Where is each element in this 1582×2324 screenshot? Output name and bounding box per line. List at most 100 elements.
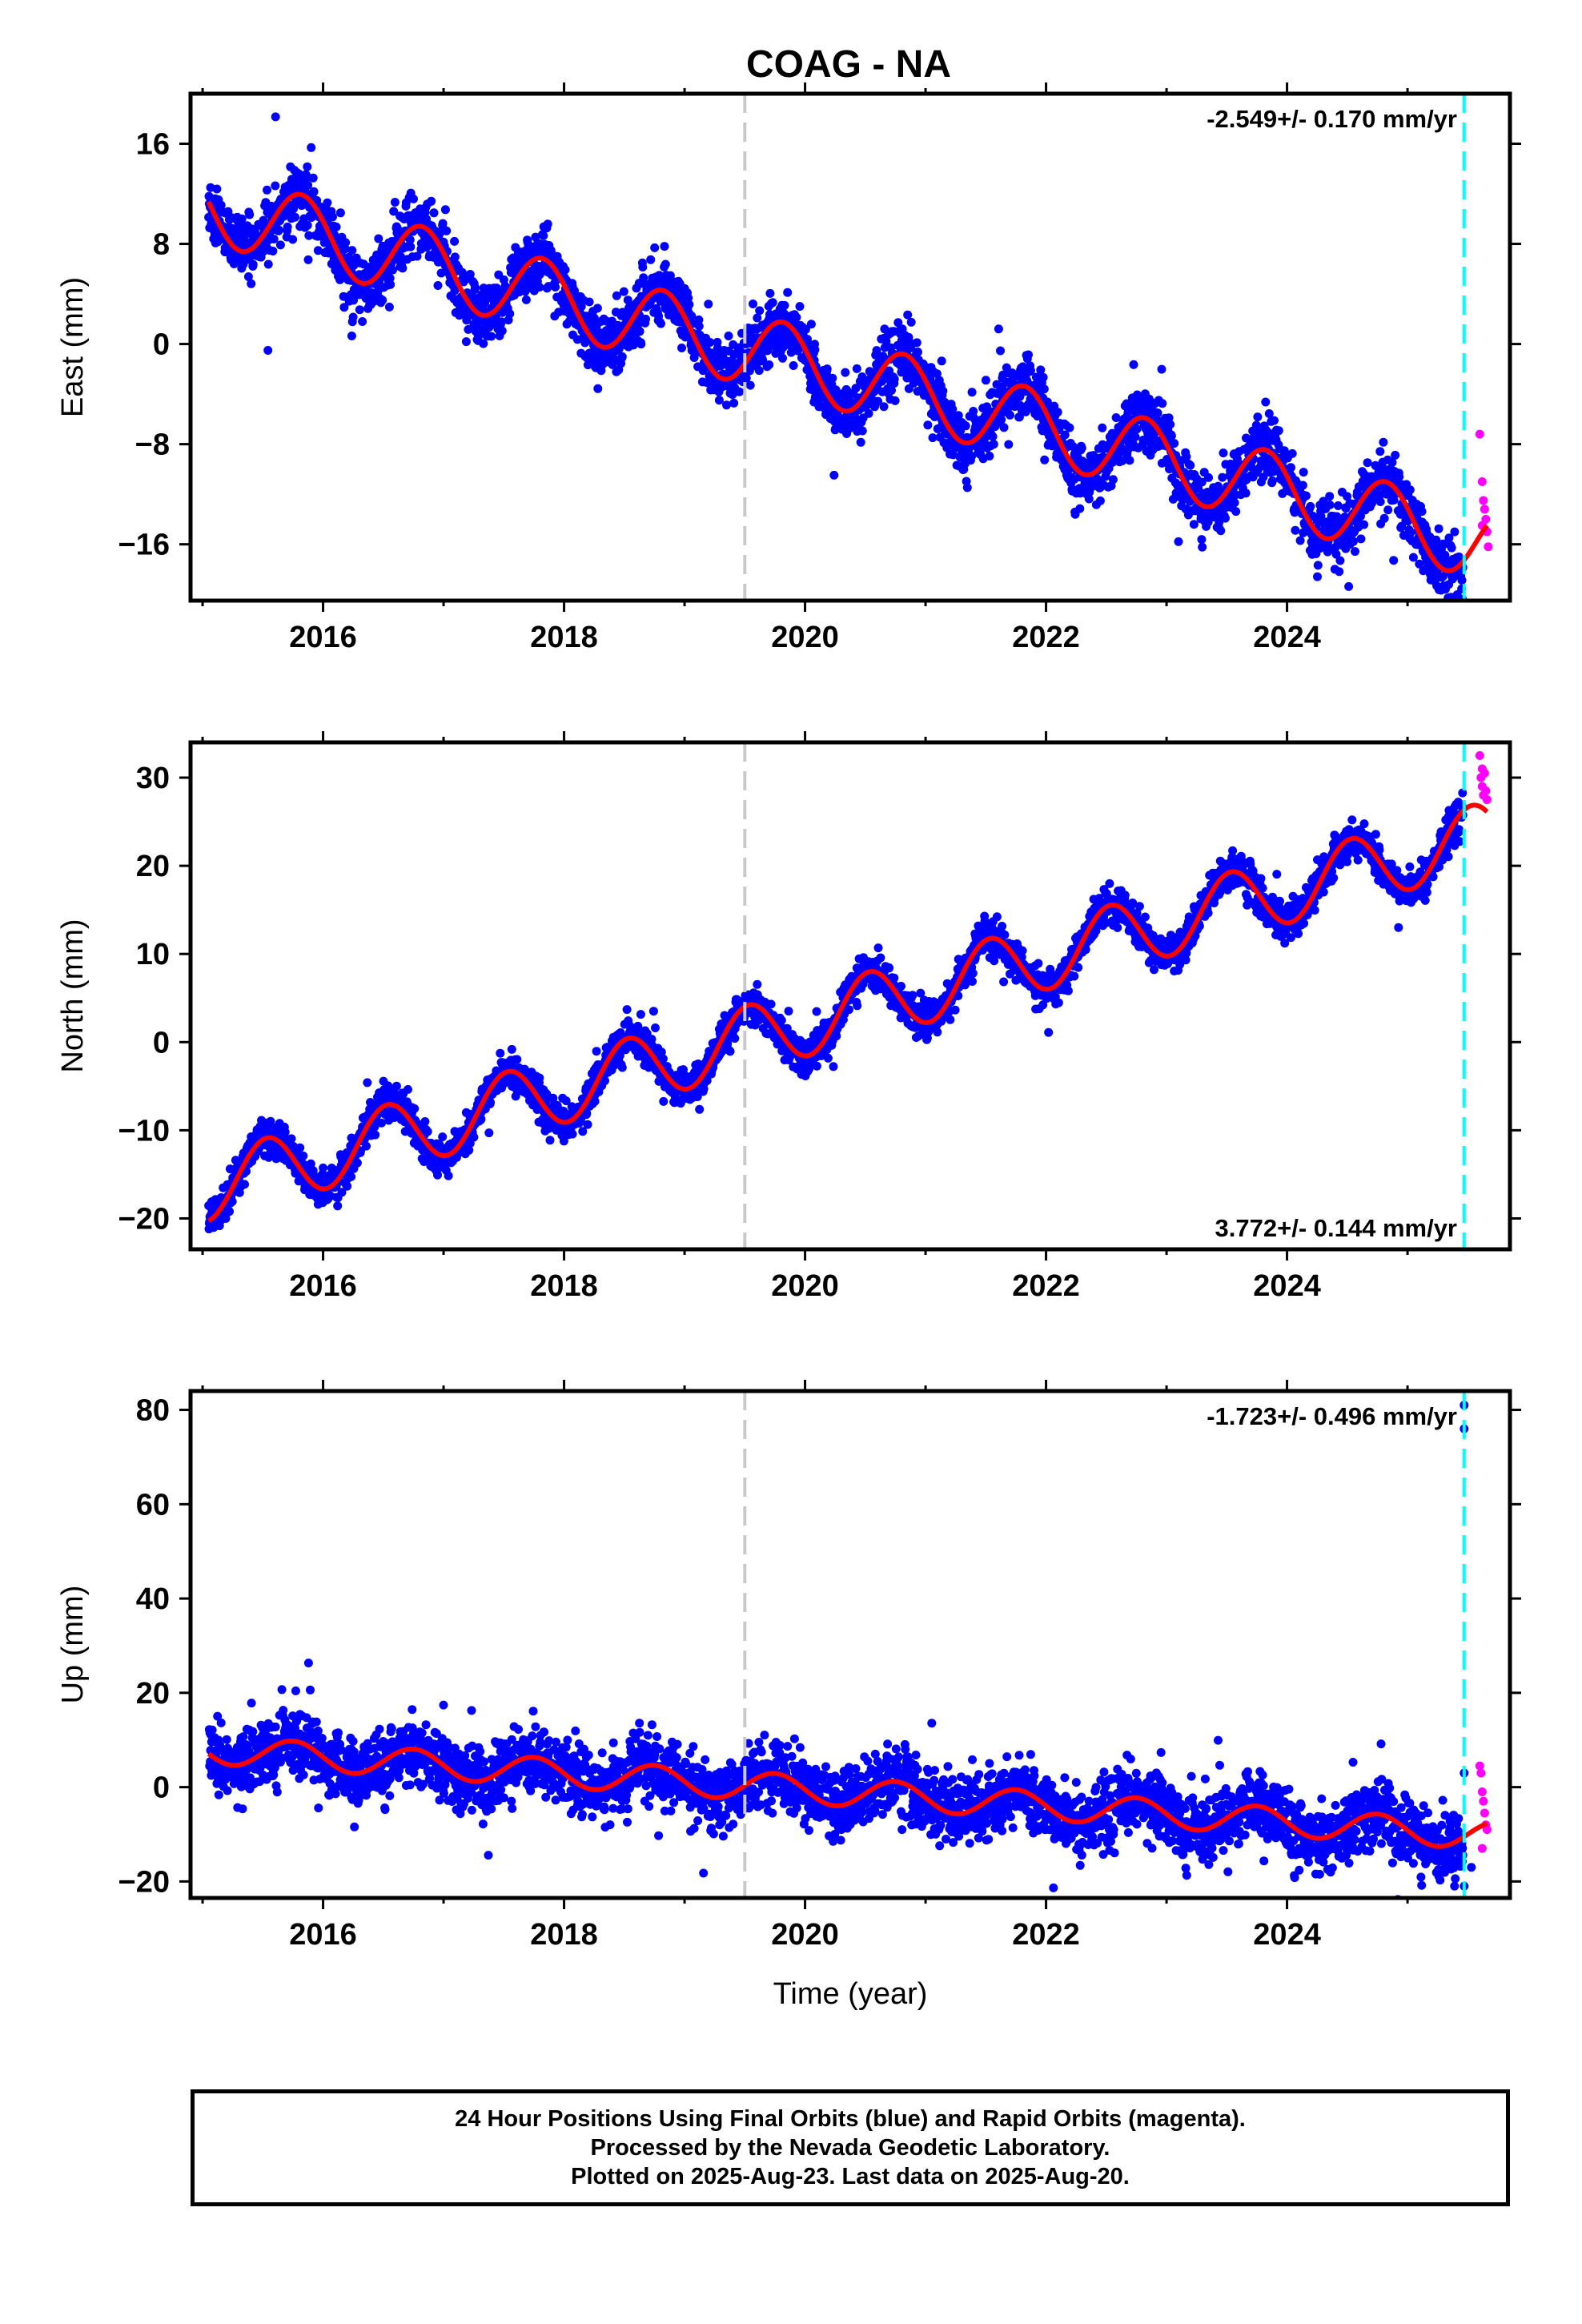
data-point: [872, 346, 881, 356]
data-point: [1197, 477, 1207, 487]
data-point: [1153, 408, 1162, 418]
data-point: [343, 1181, 352, 1191]
data-point: [912, 338, 921, 348]
data-point: [1457, 576, 1467, 585]
data-point: [890, 396, 900, 405]
data-point: [505, 309, 515, 319]
data-point: [851, 384, 861, 393]
data-point: [288, 235, 298, 244]
data-point: [347, 1172, 356, 1181]
data-point: [507, 1044, 516, 1054]
data-point: [339, 303, 349, 312]
data-point: [1287, 463, 1295, 472]
data-point: [335, 208, 345, 218]
data-point: [512, 1055, 522, 1064]
data-point: [313, 246, 323, 255]
data-point: [521, 295, 531, 304]
data-point: [906, 343, 916, 352]
rapid-point: [1477, 477, 1487, 487]
y-tick-label: −16: [118, 529, 170, 562]
data-point: [225, 1164, 235, 1174]
data-point: [1014, 412, 1024, 422]
data-point: [913, 387, 922, 396]
data-point: [612, 291, 621, 300]
data-point: [967, 388, 977, 397]
data-point: [1166, 431, 1176, 440]
data-point: [592, 304, 602, 313]
data-point: [1170, 439, 1179, 448]
y-axis-label: East (mm): [56, 277, 90, 417]
data-point: [638, 263, 648, 271]
data-point: [1324, 545, 1334, 555]
data-point: [420, 1117, 430, 1126]
data-point: [1319, 497, 1328, 506]
data-point: [780, 300, 789, 310]
data-point: [409, 194, 418, 203]
data-point: [266, 1116, 275, 1126]
data-point: [1415, 559, 1424, 569]
data-point: [1129, 360, 1138, 369]
data-point: [778, 353, 787, 363]
data-point: [1270, 416, 1279, 425]
data-point: [1038, 372, 1048, 382]
data-point: [1408, 553, 1418, 562]
data-point: [1219, 448, 1228, 458]
data-point: [949, 450, 958, 460]
data-point: [1351, 547, 1359, 557]
data-point: [283, 222, 292, 231]
data-point: [271, 112, 280, 122]
data-point: [651, 1023, 660, 1032]
data-point: [887, 386, 896, 395]
data-point: [928, 433, 938, 443]
velocity-label: -2.549+/- 0.170 mm/yr: [1207, 105, 1457, 133]
data-point: [847, 420, 857, 430]
data-point: [903, 310, 913, 320]
data-point: [705, 338, 715, 347]
data-point: [592, 1047, 601, 1056]
data-point: [1379, 513, 1389, 523]
data-point: [768, 298, 777, 308]
data-point: [423, 1127, 432, 1136]
data-point: [385, 274, 395, 283]
data-point: [913, 348, 922, 356]
data-point: [749, 300, 757, 308]
rapid-orbit-points: [1475, 429, 1493, 552]
data-point: [695, 1104, 705, 1114]
data-point: [337, 1188, 347, 1197]
data-point: [1343, 492, 1352, 501]
data-point: [496, 1048, 505, 1058]
data-point: [722, 400, 731, 410]
y-tick-label: 0: [153, 328, 170, 362]
data-point: [479, 339, 488, 348]
data-point: [1130, 432, 1140, 441]
data-point: [765, 288, 775, 298]
data-point: [333, 1201, 343, 1211]
data-point: [535, 283, 544, 292]
data-point: [355, 305, 364, 315]
data-point: [1444, 533, 1454, 543]
data-point: [1021, 407, 1030, 416]
plot-frame: [188, 91, 1512, 603]
data-point: [1060, 430, 1070, 440]
data-point: [906, 317, 916, 327]
y-tick-label: 16: [136, 128, 170, 162]
data-point: [444, 1171, 453, 1180]
data-point: [1316, 512, 1326, 521]
x-tick-label: 2018: [530, 621, 598, 654]
data-point: [996, 346, 1005, 356]
data-point: [497, 317, 506, 327]
data-point: [754, 366, 764, 376]
data-point: [1267, 476, 1277, 485]
data-point: [308, 1166, 318, 1176]
data-point: [227, 1196, 237, 1206]
data-point: [1186, 460, 1195, 470]
data-point: [610, 355, 620, 364]
data-point: [694, 315, 704, 324]
data-point: [237, 214, 247, 223]
data-point: [1024, 350, 1033, 360]
data-point: [1302, 491, 1311, 501]
chart-title: COAG - NA: [746, 43, 951, 86]
data-point: [471, 283, 480, 292]
data-point: [1391, 450, 1400, 460]
data-point: [789, 361, 798, 370]
